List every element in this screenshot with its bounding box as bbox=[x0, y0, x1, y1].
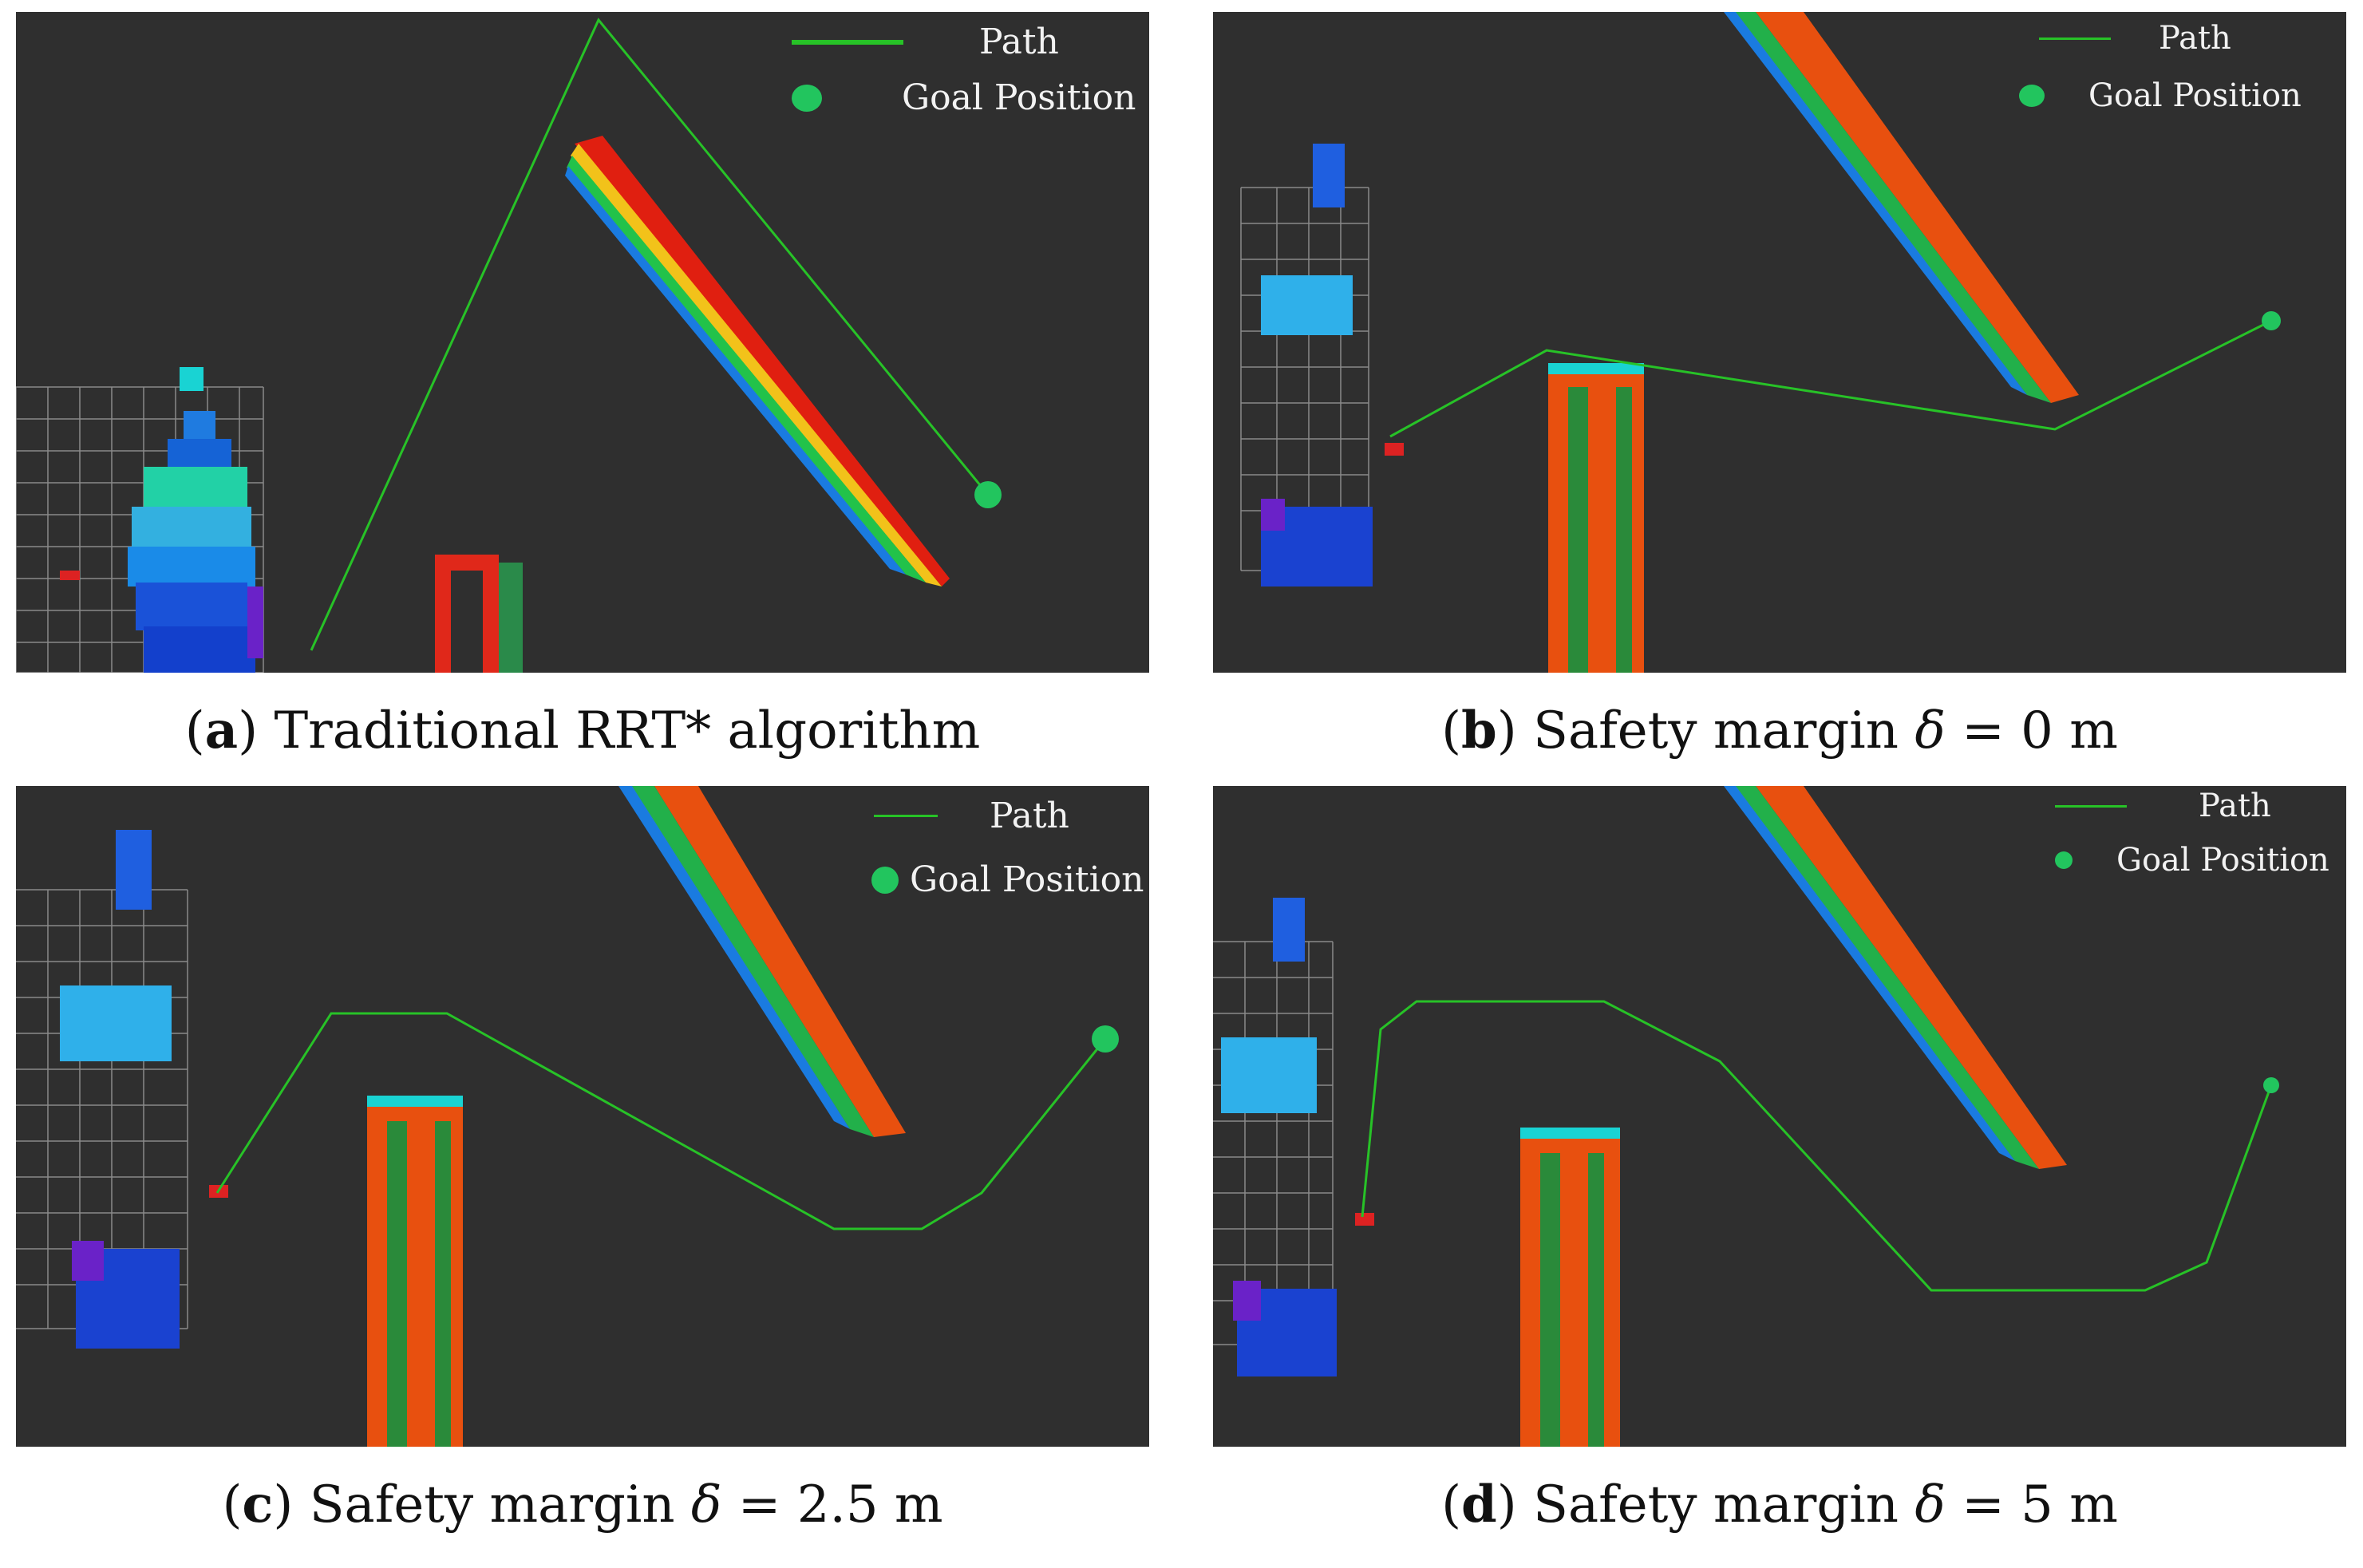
goal-position bbox=[1092, 1025, 1119, 1053]
path-legend-label: Path bbox=[979, 22, 1059, 62]
obstacle-pillar bbox=[1520, 1128, 1620, 1447]
goal-legend-label: Goal Position bbox=[2116, 842, 2329, 879]
caption-d: (d) Safety margin δ = 5 m bbox=[1441, 1475, 2118, 1534]
path-legend-label: Path bbox=[2199, 788, 2271, 824]
grid-cells bbox=[1213, 941, 1334, 1345]
robot-marker bbox=[1385, 443, 1404, 456]
planned-path bbox=[310, 18, 990, 651]
path-legend-label: Path bbox=[990, 796, 1069, 836]
caption-b: (b) Safety margin δ = 0 m bbox=[1441, 701, 2118, 760]
path-legend-swatch bbox=[2039, 37, 2111, 40]
planned-path bbox=[215, 1012, 1107, 1230]
panel-c-viewport: Path Goal Position bbox=[16, 786, 1149, 1447]
path-legend-swatch bbox=[874, 815, 938, 817]
robot-marker bbox=[60, 571, 80, 580]
obstacle-wall-diagonal bbox=[618, 786, 906, 1137]
goal-position bbox=[2262, 311, 2281, 330]
panel-a-viewport: Path Goal Position bbox=[16, 12, 1149, 673]
goal-legend-label: Goal Position bbox=[2088, 77, 2302, 114]
caption-c: (c) Safety margin δ = 2.5 m bbox=[222, 1475, 943, 1534]
panel-c-scene bbox=[16, 786, 1119, 1447]
panel-b-scene bbox=[1240, 12, 2281, 673]
obstacle-wall-diagonal bbox=[1724, 786, 2067, 1169]
goal-legend-swatch bbox=[792, 84, 822, 112]
planned-path bbox=[1389, 319, 2272, 438]
panel-b-viewport: Path Goal Position bbox=[1213, 12, 2346, 673]
obstacle-pillar bbox=[1548, 363, 1644, 673]
goal-position bbox=[974, 481, 1002, 508]
path-legend-label: Path bbox=[2159, 20, 2231, 57]
planned-path bbox=[1361, 1000, 2273, 1292]
goal-legend-label: Goal Position bbox=[910, 859, 1144, 900]
obstacle-pillar bbox=[435, 555, 523, 673]
obstacle-wall-diagonal bbox=[565, 136, 950, 587]
goal-legend-label: Goal Position bbox=[902, 77, 1136, 118]
panel-d-scene bbox=[1213, 786, 2279, 1447]
caption-a: (a) Traditional RRT* algorithm bbox=[184, 701, 981, 760]
panel-d-viewport: Path Goal Position bbox=[1213, 786, 2346, 1447]
robot-marker bbox=[1355, 1213, 1374, 1226]
obstacle-blob-left bbox=[128, 367, 263, 673]
obstacle-blobs bbox=[1221, 898, 1337, 1376]
goal-legend-swatch bbox=[871, 866, 899, 894]
obstacle-wall-diagonal bbox=[1724, 12, 2079, 403]
goal-position bbox=[2263, 1077, 2279, 1093]
goal-legend-swatch bbox=[2055, 851, 2073, 869]
obstacle-blobs bbox=[60, 830, 180, 1349]
obstacle-pillar bbox=[367, 1096, 463, 1447]
obstacle-blobs bbox=[1261, 144, 1373, 587]
path-legend-swatch bbox=[792, 39, 903, 45]
panel-a-scene bbox=[16, 18, 1002, 673]
path-legend-swatch bbox=[2055, 804, 2127, 808]
goal-legend-swatch bbox=[2019, 85, 2045, 107]
